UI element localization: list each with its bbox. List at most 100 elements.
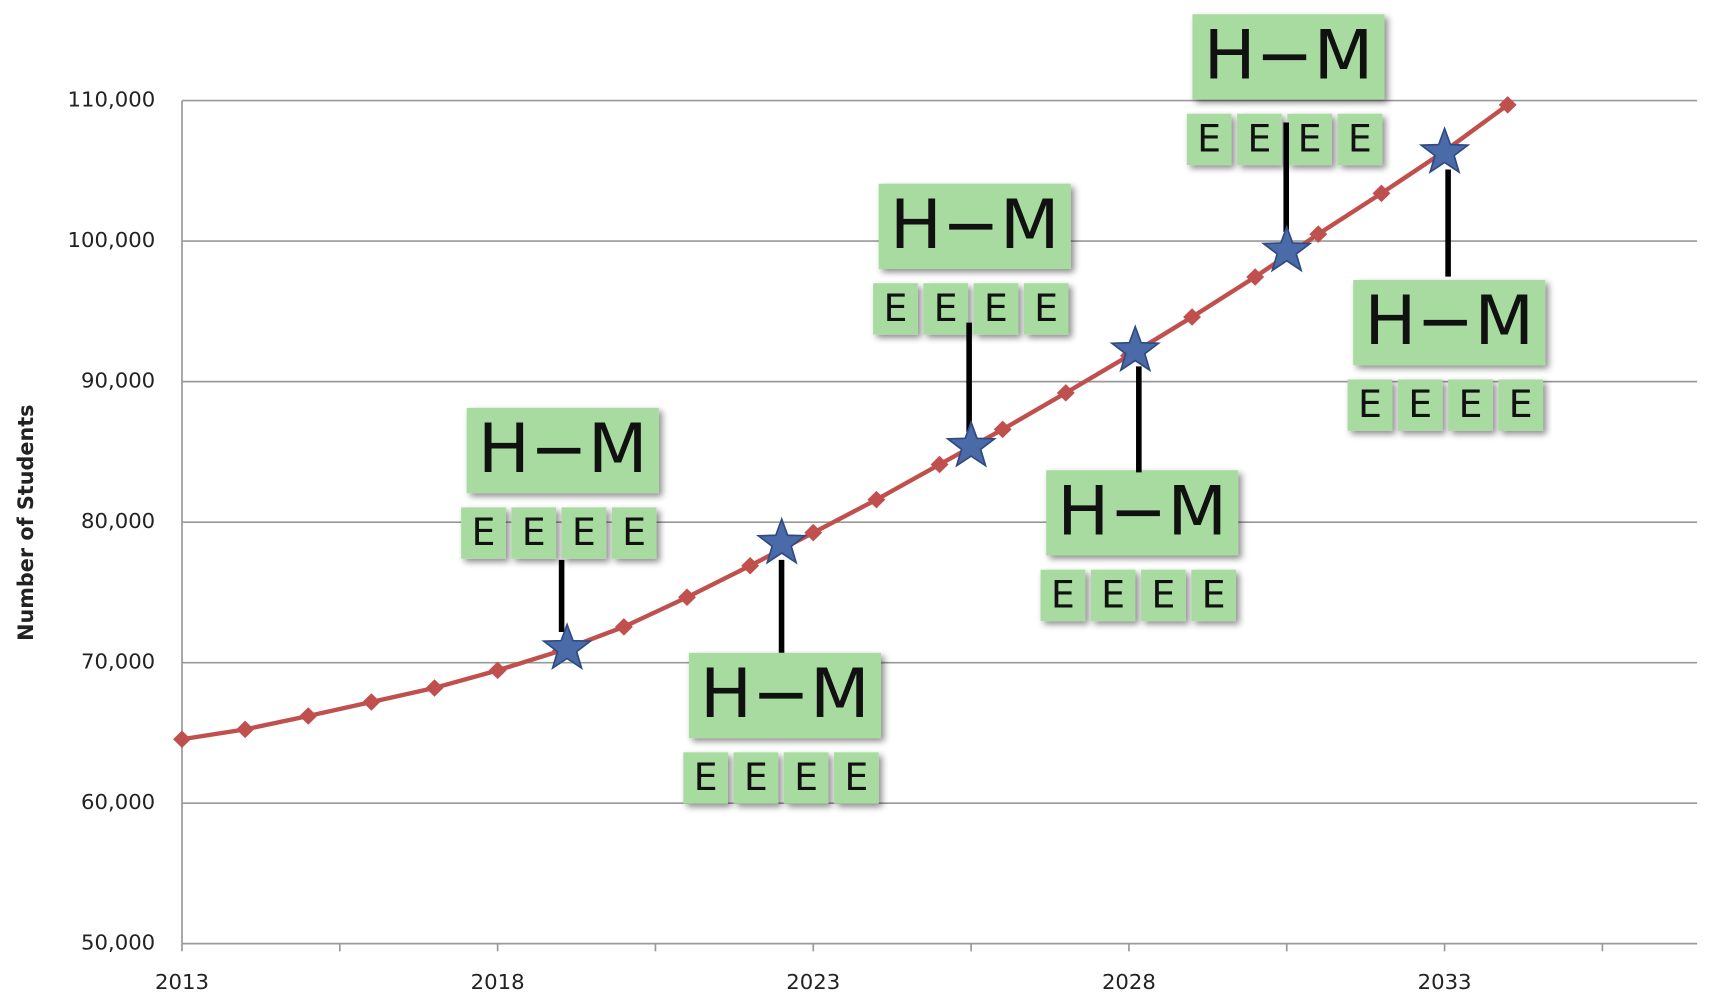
star-marker xyxy=(1261,224,1313,273)
x-tick-label: 2028 xyxy=(1102,970,1156,994)
y-tick-label: 70,000 xyxy=(81,650,155,674)
data-point xyxy=(867,490,886,509)
annotation-item-box xyxy=(561,507,607,559)
annotation-item: E xyxy=(1151,573,1175,617)
annotation-title: H−M xyxy=(700,655,870,734)
annotation: H−ME E E E xyxy=(461,407,659,559)
data-point xyxy=(614,618,633,636)
annotation-item: E xyxy=(471,510,495,554)
annotation-item-box xyxy=(834,752,879,804)
y-tick-label: 90,000 xyxy=(81,369,155,393)
annotation-item: E xyxy=(1197,117,1221,161)
annotation: H−ME E E E xyxy=(873,183,1071,335)
annotation-item-box xyxy=(1237,113,1282,166)
star-marker xyxy=(945,419,997,468)
data-point xyxy=(930,455,949,474)
series-line xyxy=(181,103,1510,742)
annotation-item-box xyxy=(1040,569,1086,622)
annotation-item: E xyxy=(572,510,596,554)
annotation: H−ME E E E xyxy=(1040,470,1239,622)
x-tick-label: 2023 xyxy=(786,970,840,994)
annotation-item: E xyxy=(1408,383,1432,427)
data-point xyxy=(236,720,255,739)
annotation-title: H−M xyxy=(1057,472,1227,551)
star-marker xyxy=(1418,126,1471,175)
annotation-title: H−M xyxy=(478,410,648,489)
annotation-item: E xyxy=(1101,573,1125,617)
annotation-item: E xyxy=(744,755,768,799)
annotation-box xyxy=(688,652,881,739)
annotation-item-box xyxy=(733,752,779,804)
annotation-item: E xyxy=(1348,117,1372,161)
annotation-item-box xyxy=(1347,379,1393,431)
annotation-item: E xyxy=(1051,573,1075,617)
data-point xyxy=(362,693,381,711)
annotation-item-box xyxy=(1448,379,1493,431)
annotation-item-box xyxy=(461,507,506,559)
annotation-item-box xyxy=(1141,569,1186,622)
annotation-item: E xyxy=(1298,117,1322,161)
data-point xyxy=(1498,96,1517,114)
data-point xyxy=(1309,225,1328,243)
annotation-item-box xyxy=(1337,113,1383,166)
annotation-item-box xyxy=(973,283,1019,335)
x-tick-label: 2013 xyxy=(155,970,209,994)
data-point xyxy=(299,707,318,725)
data-point xyxy=(741,556,760,575)
annotation-box xyxy=(1046,470,1239,556)
annotation-item-box xyxy=(1498,379,1544,431)
y-axis-label: Number of Students xyxy=(14,404,38,640)
star-marker xyxy=(1109,324,1161,373)
annotation-box xyxy=(1353,279,1546,366)
annotation-item: E xyxy=(1247,117,1271,161)
annotation-box xyxy=(878,183,1071,269)
annotation-item: E xyxy=(1202,573,1226,617)
annotation-item-box xyxy=(1186,113,1232,166)
annotation-item-box xyxy=(1287,113,1332,166)
annotation: H−ME E E E xyxy=(683,652,881,804)
annotation-item-box xyxy=(783,752,829,804)
annotation-item: E xyxy=(622,510,646,554)
annotation-title: H−M xyxy=(1364,282,1534,361)
y-tick-label: 50,000 xyxy=(81,931,155,955)
data-point xyxy=(804,523,823,542)
annotation-item-box xyxy=(1397,379,1443,431)
annotation-item: E xyxy=(934,286,958,330)
y-tick-label: 100,000 xyxy=(68,228,156,252)
x-tick-label: 2033 xyxy=(1418,970,1472,994)
y-tick-label: 80,000 xyxy=(81,509,155,533)
annotation-item-box xyxy=(511,507,557,559)
data-point xyxy=(678,588,696,607)
y-tick-label: 60,000 xyxy=(81,790,155,814)
annotation-item-box xyxy=(923,283,969,335)
annotation-item: E xyxy=(883,286,907,330)
annotation-item: E xyxy=(1509,383,1533,427)
annotation-item-box xyxy=(1023,283,1069,335)
annotation-item: E xyxy=(844,755,868,799)
data-point xyxy=(1372,184,1391,203)
annotation-item-box xyxy=(873,283,918,335)
annotation-title: H−M xyxy=(1204,16,1374,95)
annotation-box xyxy=(466,407,659,494)
annotation-box xyxy=(1192,14,1385,100)
annotation-item: E xyxy=(522,510,546,554)
x-tick-label: 2018 xyxy=(471,970,525,994)
annotation-item-box xyxy=(1090,569,1136,622)
annotation-item: E xyxy=(794,755,818,799)
annotation-title: H−M xyxy=(890,186,1060,265)
annotation-item-box xyxy=(683,752,728,804)
data-point xyxy=(488,661,507,680)
annotation-item-box xyxy=(611,507,657,559)
annotation-item: E xyxy=(984,286,1008,330)
annotation-item-box xyxy=(1191,569,1236,622)
annotation-item: E xyxy=(694,755,718,799)
star-marker xyxy=(756,516,808,565)
annotation-item: E xyxy=(1458,383,1482,427)
data-point xyxy=(425,679,444,697)
annotation-item: E xyxy=(1358,383,1382,427)
annotation-item: E xyxy=(1034,286,1058,330)
annotation: H−ME E E E xyxy=(1186,14,1385,166)
data-point xyxy=(173,730,191,748)
